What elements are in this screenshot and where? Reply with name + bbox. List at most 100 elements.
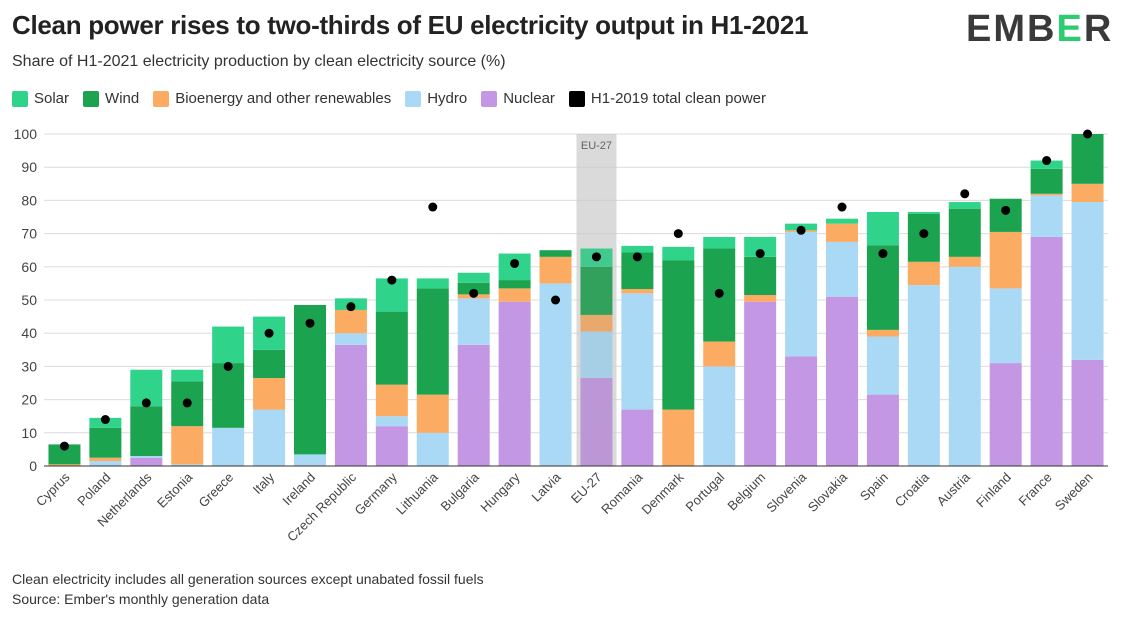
x-tick-label-ireland: Ireland [279,470,318,509]
bar-nuclear-sweden [1071,359,1104,466]
highlight-overlay [576,134,617,466]
bar-wind-bulgaria [457,282,490,295]
x-tick-label-austria: Austria [934,469,974,509]
bar-wind-belgium [744,256,777,296]
bar-wind-ireland [294,304,326,455]
bar-bioenergy-and-other-renewables-hungary [498,288,531,302]
bar-nuclear-finland [989,363,1022,466]
bar-bioenergy-and-other-renewables-romania [621,289,654,294]
bar-nuclear-eu-27 [580,378,613,466]
y-tick-label-10: 10 [21,425,37,441]
bar-wind-denmark [662,260,695,410]
bar-hydro-poland [89,461,122,466]
marker-eu-27 [591,252,601,262]
bar-hydro-portugal [703,366,736,466]
marker-ireland [305,318,315,328]
bar-bioenergy-and-other-renewables-lithuania [416,394,449,433]
x-tick-label-germany: Germany [352,469,401,518]
legend-label-solar: Solar [34,90,70,107]
marker-portugal [714,288,724,298]
x-tick-label-italy: Italy [250,469,278,497]
bar-hydro-netherlands [130,456,163,458]
x-tick-label-france: France [1016,470,1055,509]
bar-solar-lithuania [416,278,449,289]
x-tick-label-greece: Greece [196,470,237,511]
marker-belgium [755,249,765,259]
footnote-source: Source: Ember's monthly generation data [12,591,270,607]
bar-bioenergy-and-other-renewables-finland [989,231,1022,289]
bar-wind-eu-27 [580,266,613,315]
bar-hydro-eu-27 [580,331,613,379]
x-tick-label-belgium: Belgium [724,470,768,514]
legend-item-wind: Wind [83,90,139,107]
bar-hydro-greece [212,427,245,466]
bar-solar-slovakia [826,218,858,224]
marker-lithuania [428,202,438,212]
y-tick-label-60: 60 [21,259,37,275]
y-tick-label-70: 70 [21,226,37,242]
bar-wind-italy [253,349,286,379]
marker-cyprus [59,441,69,451]
bar-nuclear-slovakia [826,296,858,466]
marker-romania [632,252,642,262]
x-tick-label-spain: Spain [857,470,891,504]
bar-hydro-italy [253,409,286,466]
legend-swatch-h1-2019 [568,90,585,107]
legend-item-bioenergy: Bioenergy and other renewables [153,90,391,107]
bar-hydro-slovenia [785,231,818,357]
bar-nuclear-hungary [498,301,531,466]
bar-bioenergy-and-other-renewables-slovakia [826,223,858,242]
bar-solar-bulgaria [457,272,490,283]
y-tick-label-0: 0 [29,458,37,474]
bar-nuclear-netherlands [130,457,163,466]
bar-hydro-latvia [539,283,572,466]
x-tick-label-poland: Poland [74,470,113,509]
bar-bioenergy-and-other-renewables-italy [253,378,286,410]
bar-solar-greece [212,326,245,364]
marker-slovakia [837,202,847,212]
bar-hydro-austria [948,266,981,466]
bar-bioenergy-and-other-renewables-belgium [744,295,777,302]
bar-wind-lithuania [416,288,449,395]
x-tick-label-latvia: Latvia [529,469,565,505]
bar-solar-estonia [171,369,204,382]
x-tick-label-slovenia: Slovenia [763,469,809,515]
bar-nuclear-belgium [744,301,777,466]
marker-germany [387,275,397,285]
legend-swatch-solar [12,90,28,107]
bar-hydro-sweden [1071,202,1104,360]
bar-wind-germany [375,311,408,385]
footnote: Clean electricity includes all generatio… [12,569,484,609]
marker-netherlands [141,398,151,408]
bar-solar-austria [948,202,981,209]
bar-hydro-czech-republic [334,333,367,345]
x-tick-label-denmark: Denmark [639,469,687,517]
bar-bioenergy-and-other-renewables-estonia [171,426,204,465]
legend-swatch-nuclear [481,90,498,107]
bar-bioenergy-and-other-renewables-germany [375,384,408,417]
bar-hydro-ireland [294,454,326,466]
bar-bioenergy-and-other-renewables-poland [89,457,122,462]
x-tick-label-croatia: Croatia [892,469,933,510]
bar-bioenergy-and-other-renewables-croatia [907,261,940,286]
legend-swatch-bioenergy [153,90,170,107]
bar-hydro-spain [866,336,899,395]
bar-hydro-germany [375,416,408,427]
marker-estonia [182,398,192,408]
bar-wind-netherlands [130,406,163,457]
legend-label-hydro: Hydro [427,90,468,107]
marker-finland [1001,205,1011,215]
marker-sweden [1083,129,1093,139]
bar-hydro-slovakia [826,241,858,297]
marker-france [1042,156,1052,166]
bar-wind-hungary [498,280,531,289]
y-tick-label-20: 20 [21,392,37,408]
marker-denmark [673,229,683,239]
marker-poland [100,415,110,425]
bar-solar-romania [621,245,654,253]
legend-item-solar: Solar [12,90,69,107]
bar-hydro-france [1030,195,1063,237]
bar-solar-belgium [744,236,777,257]
x-tick-label-portugal: Portugal [683,469,728,514]
